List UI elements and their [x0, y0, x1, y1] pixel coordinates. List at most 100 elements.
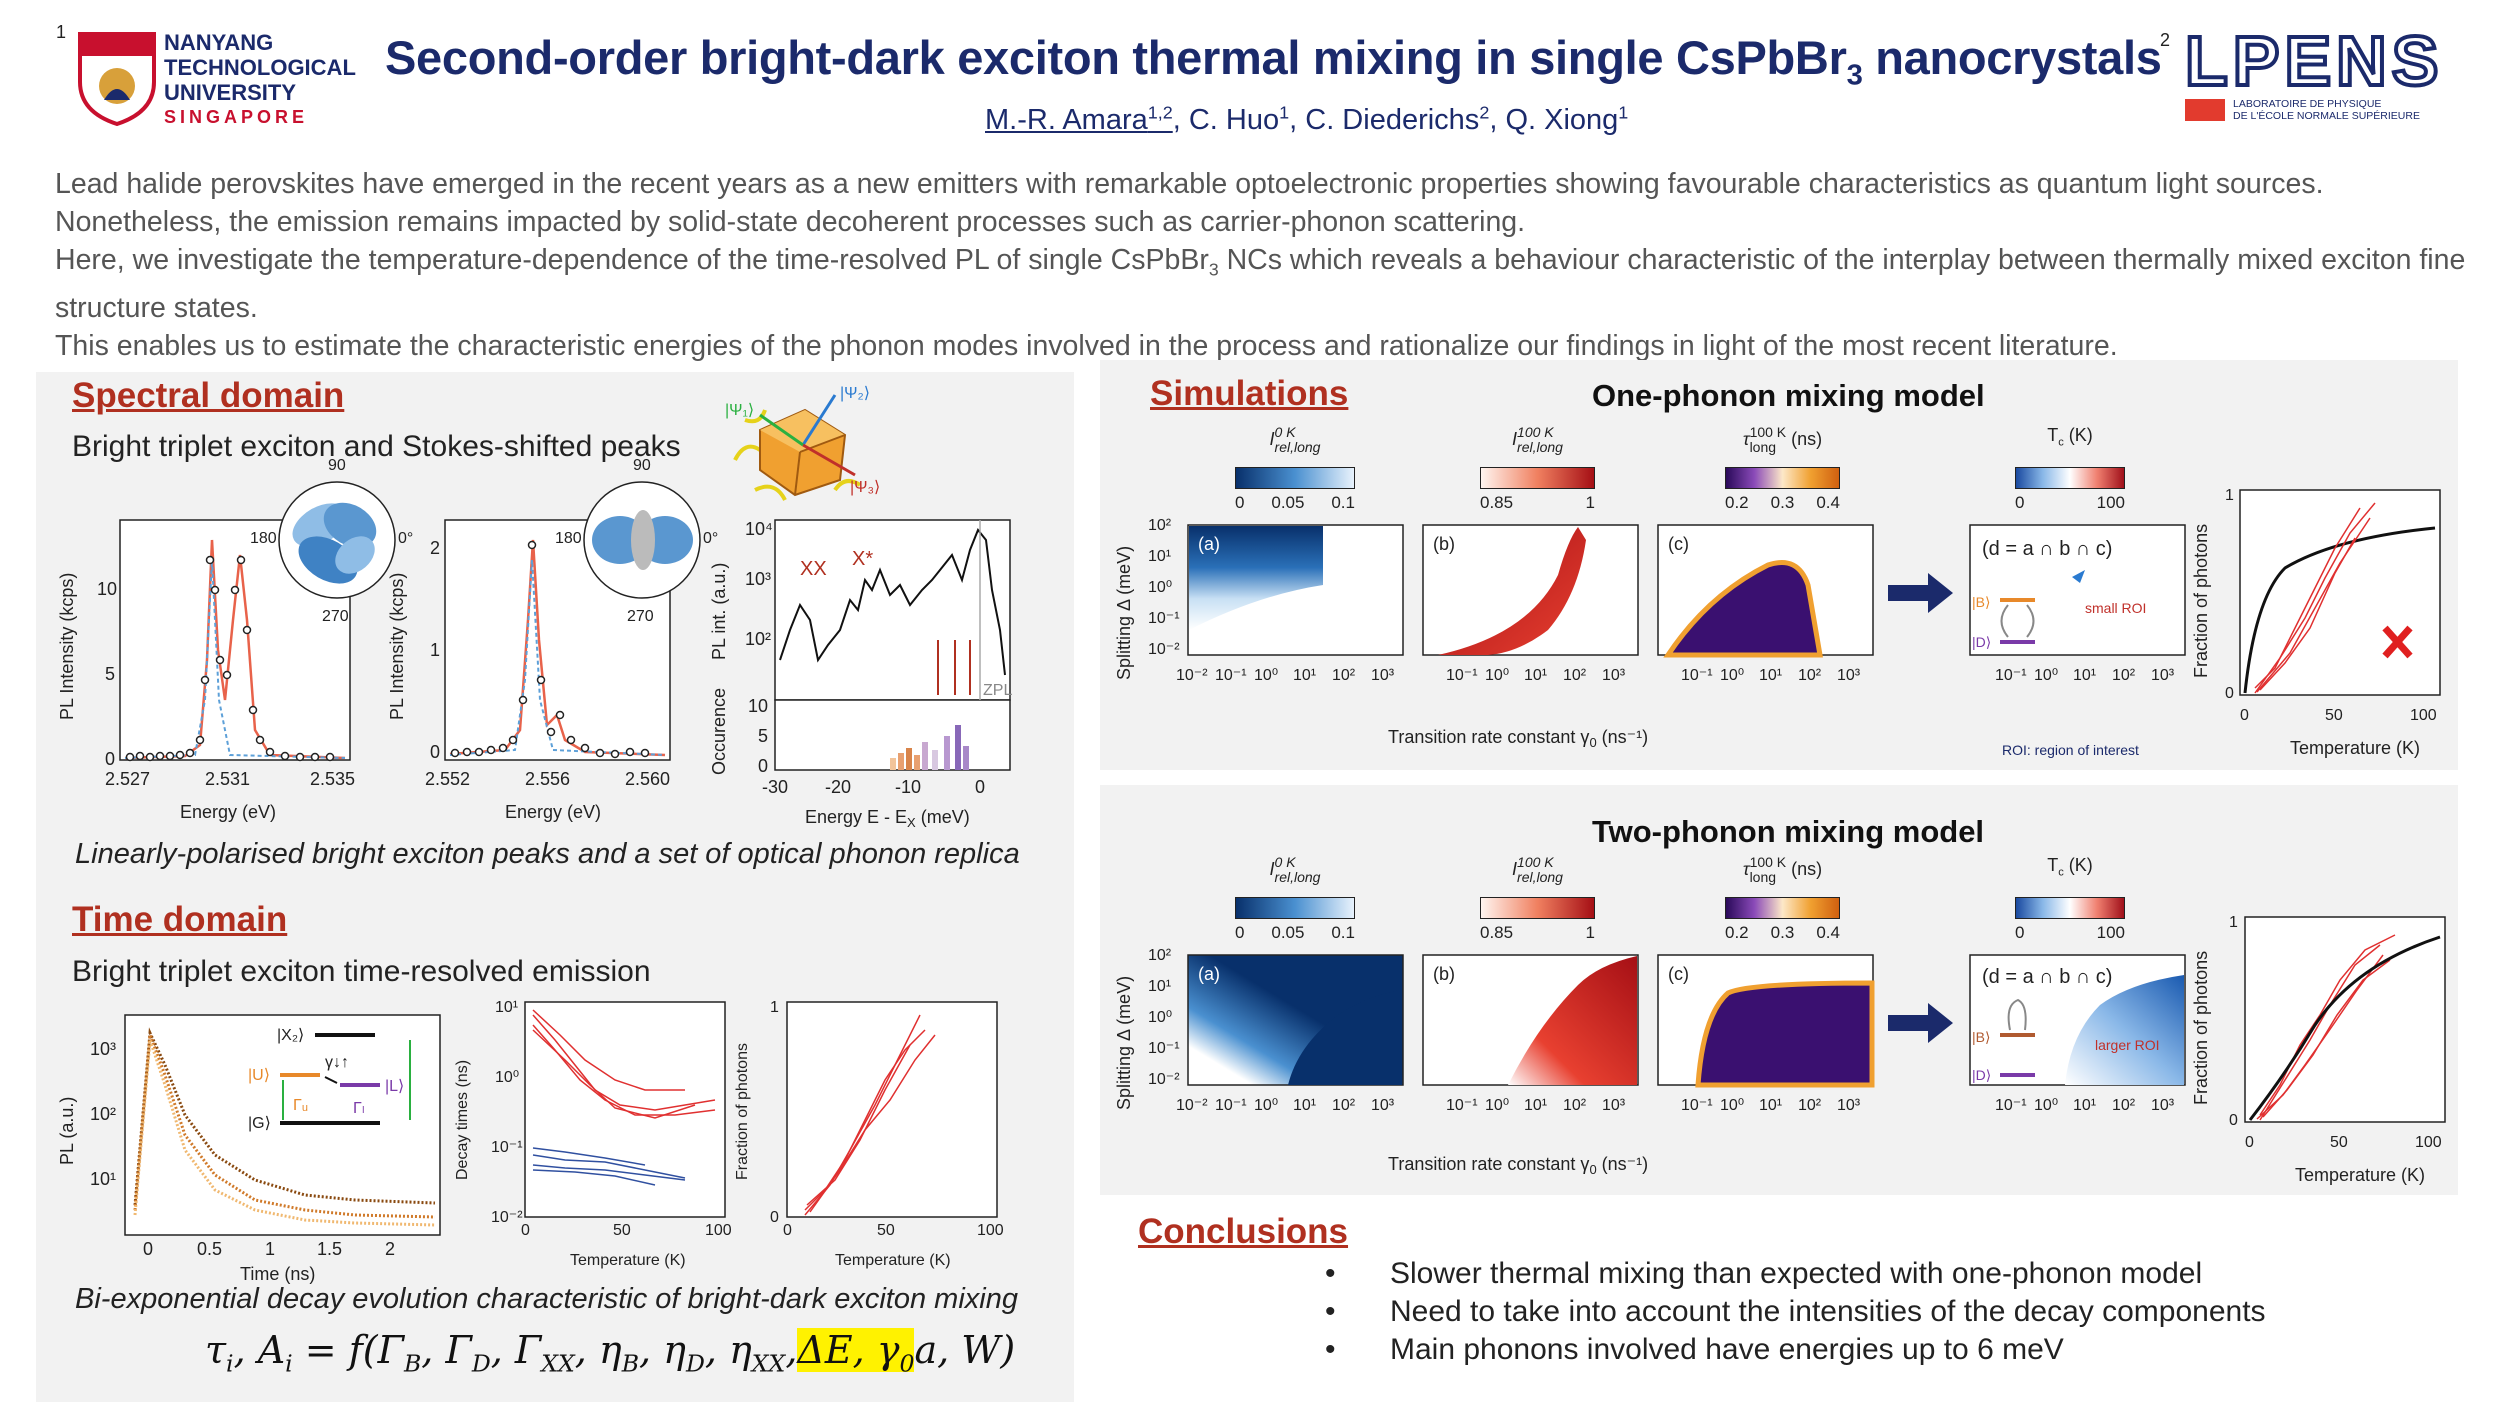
spectral-plot3-xlabel: Energy E - EX (meV): [805, 807, 970, 830]
two-ytick-3: 10¹: [1148, 978, 1171, 995]
author-list: M.-R. Amara1,2, C. Huo1, C. Diederichs2,…: [985, 102, 1629, 136]
two-roi-d: |D⟩: [1972, 1067, 1991, 1083]
formula-highlight: ΔE, γ0: [797, 1328, 915, 1378]
intro-p1: Lead halide perovskites have emerged in …: [55, 168, 2324, 238]
spectral-plot-3: PL int. (a.u.) Occurence 10² 10³ 10⁴ 0 5…: [709, 519, 1012, 830]
spectral-caption: Linearly-polarised bright exciton peaks …: [75, 838, 1020, 870]
intro-p2: Here, we investigate the temperature-dep…: [55, 244, 2466, 324]
simulations-heading: Simulations: [1150, 374, 1349, 413]
two-fraction-plot: Fraction of photons 0 1 0 50 100 Tempera…: [2191, 914, 2446, 1185]
one-c-xtick-2: 10⁰: [1720, 667, 1744, 684]
decay-formula: τi, Ai = f(ΓB, ΓD, ΓXX, ηB, ηD, ηXX,ΔE, …: [205, 1328, 1016, 1378]
two-roi-xtick-0: 10⁻¹: [1995, 1097, 2027, 1114]
two-panel-b-label: (b): [1433, 964, 1455, 984]
introduction: Lead halide perovskites have emerged in …: [55, 165, 2475, 365]
polar1-top: 90: [328, 457, 346, 474]
one-roi-xtick-4: 10³: [2151, 667, 2175, 684]
two-b-xtick-1: 10⁻¹: [1446, 1097, 1478, 1114]
spectral-plot1-xtick-1: 2.531: [205, 769, 250, 789]
time-plot-2: Decay times (ns) 10⁻² 10⁻¹ 10⁰ 10¹ 0 50 …: [455, 999, 732, 1269]
two-a-xtick-3: 10¹: [1293, 1097, 1316, 1114]
two-b-xtick-5: 10³: [1602, 1097, 1626, 1114]
conclusions-list: • Slower thermal mixing than expected wit…: [1325, 1255, 2266, 1369]
one-roi-d: |D⟩: [1972, 634, 1991, 650]
lpens-logo: LPENS LABORATOIRE DE PHYSIQUE DE L'ÉCOLE…: [2183, 22, 2475, 122]
spectral-plot2-comp: [449, 559, 666, 756]
polar1-right: 0°: [398, 530, 413, 547]
time-plot1-xtick-3: 1.5: [317, 1239, 342, 1259]
one-roi-plot: (d = a ∩ b ∩ c) |B⟩ |D⟩ small ROI 10⁻¹ 1…: [1969, 524, 2186, 758]
one-c-xtick-4: 10²: [1798, 667, 1822, 684]
spectral-plot3-ytick-bot-2: 10: [748, 696, 768, 716]
two-frac-ytick-0: 0: [2229, 1112, 2238, 1129]
level-x2: |X₂⟩: [277, 1027, 304, 1044]
cross-icon: [2382, 625, 2413, 659]
spectral-plot3-xtick-3: 0: [975, 777, 985, 797]
two-frac-xlabel: Temperature (K): [2295, 1165, 2425, 1185]
label-xstar: X*: [852, 548, 873, 570]
polar2-left: 180: [555, 530, 582, 547]
spectral-plot1-xtick-2: 2.535: [310, 769, 355, 789]
two-a-xtick-2: 10⁰: [1254, 1097, 1278, 1114]
time-plot-1: PL (a.u.) 10¹ 10² 10³ 0 0.5 1 1.5 2 Time…: [57, 1014, 441, 1284]
spectral-plot1-ylabel: PL Intensity (kcps): [57, 573, 77, 720]
one-cb3-bar: [1725, 467, 1840, 489]
one-panel-c-label: (c): [1668, 534, 1689, 554]
one-frac-ytick-0: 0: [2225, 685, 2234, 702]
one-frac-xtick-2: 100: [2410, 707, 2437, 724]
time-plot3-xlabel: Temperature (K): [835, 1252, 951, 1269]
spectral-plot2-xtick-0: 2.552: [425, 769, 470, 789]
ntu-logo: NANYANG TECHNOLOGICAL UNIVERSITY SINGAPO…: [76, 30, 356, 130]
lpens-word: LPENS: [2183, 22, 2444, 100]
two-roi-label: larger ROI: [2095, 1037, 2160, 1053]
one-heatmaps: Splitting Δ (meV) 10² 10¹ 10⁰ 10⁻¹ 10⁻² …: [1114, 517, 1953, 750]
one-panel-b-label: (b): [1433, 534, 1455, 554]
time-plot1-xlabel: Time (ns): [240, 1264, 315, 1284]
one-phonon-title: One-phonon mixing model: [1592, 378, 1985, 413]
time-plot1-xtick-4: 2: [385, 1239, 395, 1259]
one-roi-xtick-3: 10²: [2112, 667, 2136, 684]
two-roi-xtick-2: 10¹: [2073, 1097, 2096, 1114]
one-c-xtick-1: 10⁻¹: [1681, 667, 1713, 684]
two-roi-xtick-1: 10⁰: [2034, 1097, 2058, 1114]
spectral-heading: Spectral domain: [72, 376, 345, 415]
two-b-xtick-2: 10⁰: [1485, 1097, 1509, 1114]
time-plot1-xtick-2: 1: [265, 1239, 275, 1259]
conclusion-item-1: • Slower thermal mixing than expected wit…: [1325, 1257, 2203, 1290]
one-a-xtick-0: 10⁻²: [1176, 667, 1208, 684]
psi2-label: |Ψ₂⟩: [840, 385, 870, 402]
spectral-plot1-fit: [124, 539, 346, 760]
time-plot1-ylabel: PL (a.u.): [57, 1097, 77, 1165]
time-plot3-xtick-2: 100: [977, 1222, 1004, 1239]
author-2: C. Huo1: [1188, 102, 1290, 136]
ntu-line1: NANYANG: [164, 30, 274, 55]
polar2-top: 90: [633, 457, 651, 474]
two-cb2-bar: [1480, 897, 1595, 919]
one-b-xtick-4: 10²: [1563, 667, 1587, 684]
spectral-plot3-xtick-1: -20: [825, 777, 851, 797]
two-roi-b: |B⟩: [1972, 1029, 1990, 1045]
one-roi-xtick-2: 10¹: [2073, 667, 2096, 684]
occurence-histogram: [890, 725, 969, 770]
spectral-plot3-xtick-2: -10: [895, 777, 921, 797]
two-frac-ytick-1: 1: [2229, 914, 2238, 931]
one-frac-ylabel: Fraction of photons: [2191, 524, 2211, 678]
spectral-plot3-ytick-bot-1: 5: [758, 726, 768, 746]
time-heading: Time domain: [72, 900, 288, 939]
two-frac-xtick-2: 100: [2415, 1134, 2442, 1151]
one-a-xtick-5: 10³: [1371, 667, 1395, 684]
one-ytick-1: 10⁻¹: [1148, 610, 1180, 627]
two-phonon-title: Two-phonon mixing model: [1592, 814, 1985, 849]
spectral-plot3-xtick-0: -30: [762, 777, 788, 797]
two-cb4-bar: [2015, 897, 2125, 919]
affil-number-left: 1: [56, 22, 67, 42]
one-b-xtick-3: 10¹: [1524, 667, 1547, 684]
one-cb2-bar: [1480, 467, 1595, 489]
ntu-line4: SINGAPORE: [164, 107, 309, 127]
two-cb1-bar: [1235, 897, 1355, 919]
level-l: |L⟩: [385, 1078, 404, 1095]
lpens-red-bar: [2185, 99, 2225, 121]
